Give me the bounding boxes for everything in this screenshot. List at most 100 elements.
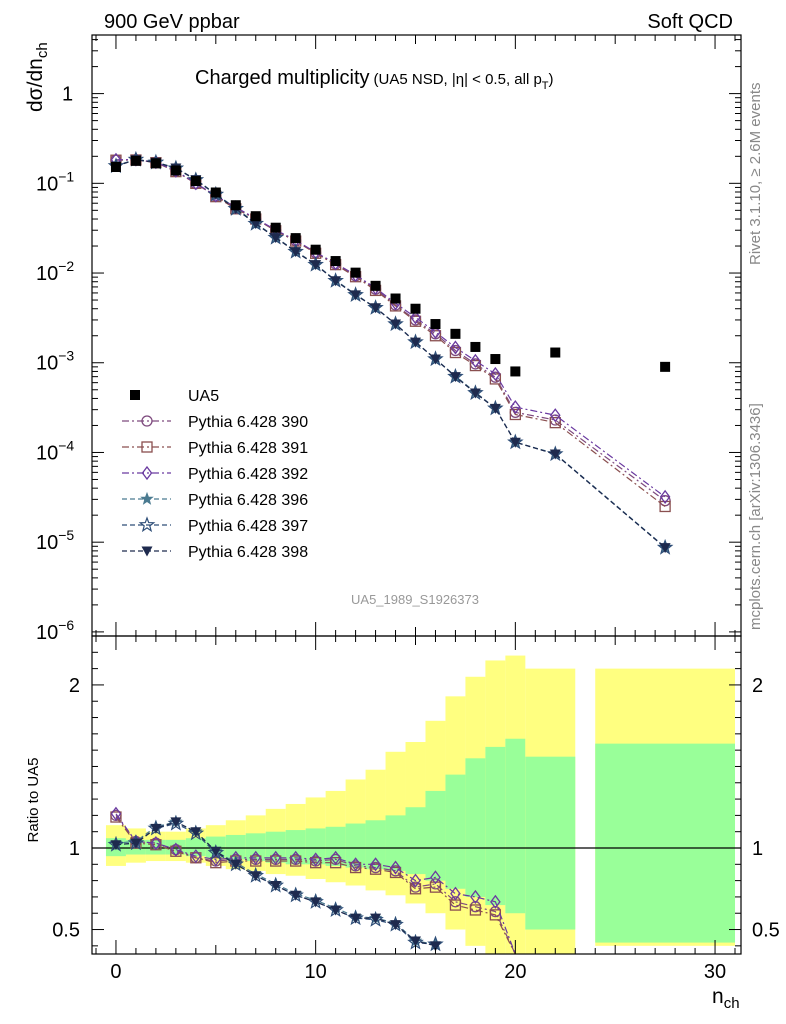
green-band-bin [225, 834, 246, 860]
ratio-series-5-point [370, 913, 382, 924]
series-5-point [370, 303, 382, 314]
ua5-data-point [490, 354, 501, 365]
legend-marker [141, 415, 153, 427]
green-band-bin [385, 815, 406, 871]
x-axis-label: nch [712, 985, 740, 1012]
green-band-bin [345, 823, 366, 868]
ratio-series-1-point [250, 855, 262, 867]
green-band-bin [485, 746, 506, 906]
legend-label: Pythia 6.428 391 [188, 440, 308, 457]
ratio-plot-panel: 0 10 20 30 0.5 0.5 1 1 2 2 Ratio to UA5 nch [25, 635, 780, 1012]
ratio-series-5-point [130, 838, 142, 849]
ratio-series-5-point [330, 905, 342, 916]
ua5-data-point [210, 187, 221, 198]
legend-marker [141, 465, 153, 481]
series-5-point [310, 260, 322, 271]
series-5-point [509, 437, 521, 448]
y-tick-label: 10−3 [36, 348, 74, 375]
ratio-series-5-point [390, 920, 402, 931]
ratio-plot-frame [91, 635, 742, 955]
legend-label: Pythia 6.428 396 [188, 492, 308, 509]
ratio-series-1-point [429, 881, 442, 893]
x-tick-label: 20 [504, 961, 526, 983]
ratio-series-2-point [270, 850, 282, 865]
series-1-point [659, 500, 671, 513]
ratio-series-5-point [310, 897, 322, 908]
series-2-point [450, 340, 461, 355]
ratio-series-2-point [250, 850, 262, 865]
ratio-series-1-point [409, 883, 422, 895]
green-band-bin [365, 820, 386, 870]
ua5-data-point [150, 158, 161, 169]
ratio-series-1-point [290, 855, 302, 867]
ratio-series-5-point [110, 840, 122, 851]
analysis-watermark: UA5_1989_S1926373 [351, 592, 479, 607]
green-band-bin [185, 838, 206, 857]
green-band-bin [425, 790, 446, 881]
series-5-point [350, 290, 362, 301]
legend-marker [138, 516, 156, 533]
ratio-y-tick-label-right: 2 [752, 675, 763, 697]
series-2-point [430, 324, 441, 340]
ua5-data-point [430, 319, 441, 330]
ratio-series-2-point [150, 836, 162, 851]
ratio-series-2-point [430, 870, 441, 885]
ua5-data-point [410, 303, 421, 314]
ratio-series-2-point [370, 857, 381, 872]
ratio-series-1-point [110, 811, 122, 823]
ua5-data-point [190, 176, 201, 187]
ua5-data-point [450, 328, 461, 339]
ua5-data-point [510, 366, 521, 377]
ratio-series-2-point [170, 842, 182, 857]
y-tick-label: 10−2 [36, 258, 74, 285]
green-band-bin [325, 826, 346, 866]
legend-ua5-label: UA5 [188, 388, 219, 405]
ua5-data-point [230, 200, 241, 211]
series-5-point [469, 388, 481, 399]
series-5-point [410, 337, 422, 348]
ratio-series-2-point [330, 850, 341, 865]
series-line-4 [115, 158, 666, 549]
y-tick-label: 10−4 [36, 437, 74, 464]
series-1-point [509, 408, 521, 421]
series-0-point [659, 495, 671, 507]
ratio-uncertainty-bands [92, 655, 741, 954]
ratio-series-2-point [470, 889, 481, 905]
y-tick-label: 10−1 [36, 168, 74, 195]
series-2-point [470, 353, 481, 368]
ratio-series-5-point [410, 936, 422, 947]
series-5-point [290, 247, 302, 258]
side-label-rivet: Rivet 3.1.10, ≥ 2.6M events [747, 83, 764, 266]
ratio-series-5-point [290, 890, 302, 901]
x-tick-label: 0 [110, 961, 121, 983]
green-band-bin [445, 774, 466, 889]
green-band-bin [265, 831, 286, 863]
ua5-data-point [350, 267, 361, 278]
legend-label: Pythia 6.428 392 [188, 466, 308, 483]
ratio-series-2-point [190, 849, 202, 864]
y-axis-label: dσ/dnch [24, 42, 51, 112]
ua5-data-point [270, 222, 281, 233]
series-2-point [510, 400, 521, 415]
side-label-mcplots: mcplots.cern.ch [arXiv:1306.3436] [747, 403, 764, 630]
series-line-3 [115, 158, 666, 548]
legend: UA5 Pythia 6.428 390 Pythia 6.428 391 Pythi… [122, 388, 308, 561]
ratio-series-5-point [230, 859, 242, 870]
ratio-y-tick-label-left: 0.5 [52, 920, 80, 942]
ratio-series-1-point [389, 866, 402, 879]
legend-ua5-marker [130, 390, 140, 400]
ua5-data-point [130, 155, 141, 166]
ua5-data-point [330, 256, 341, 267]
series-5-point [549, 449, 561, 460]
ua5-data-point [250, 211, 261, 222]
ratio-series-5-point [250, 871, 262, 882]
y-tick-label: 1 [62, 84, 73, 106]
ratio-series-5-point [210, 846, 222, 857]
series-5-point [250, 219, 262, 230]
ratio-series-2-point [450, 886, 461, 901]
ratio-series-2-point [110, 806, 122, 821]
green-band-bin [505, 738, 526, 914]
ratio-plot-ticks: 0 10 20 30 0.5 0.5 1 1 2 2 [52, 636, 780, 983]
green-band-bin [595, 743, 736, 943]
